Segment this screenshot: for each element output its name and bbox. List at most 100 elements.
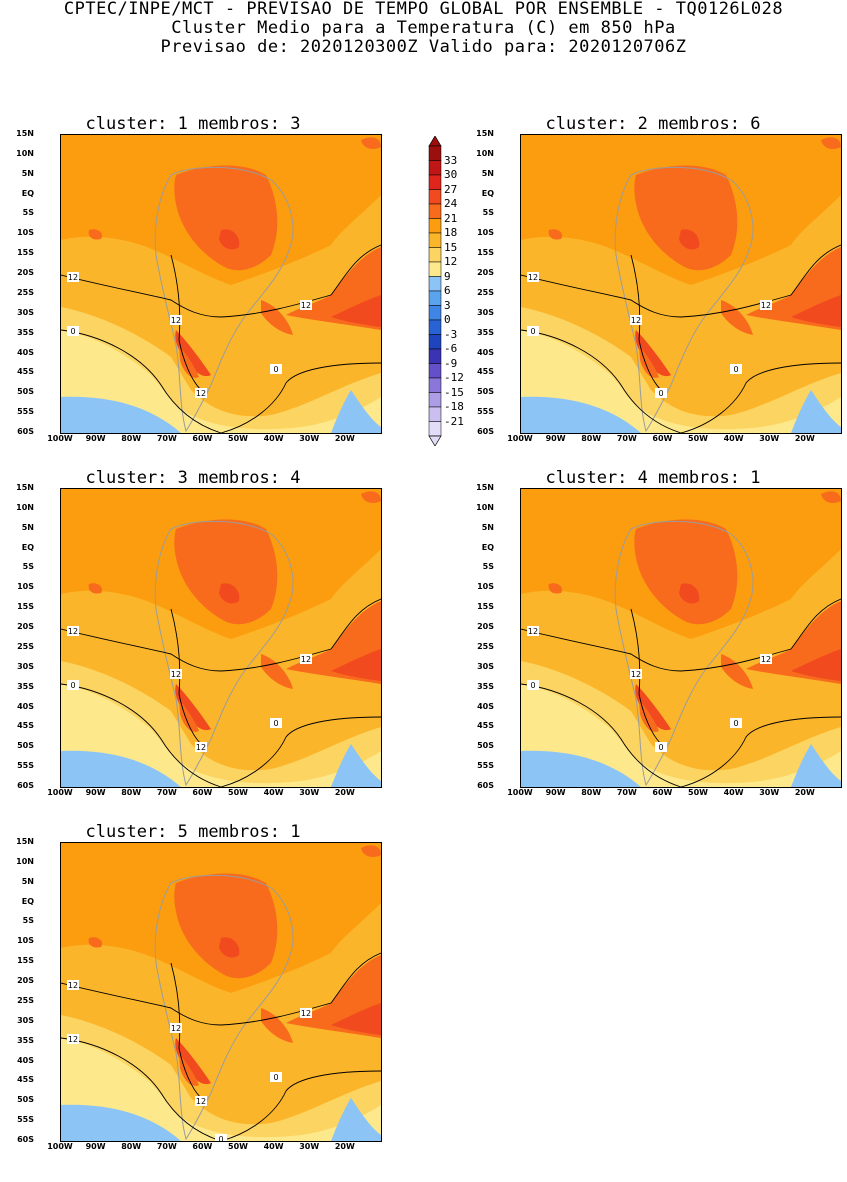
map-panel-cluster-1: cluster: 1 membros: 3 12 12 12 12 0 0 15N 10N 5…: [0, 114, 400, 474]
latitude-tick-label: 45S: [17, 367, 34, 377]
isotherm-line: [630, 254, 662, 391]
temperature-band: [331, 1098, 381, 1141]
contour-label: 0: [527, 326, 539, 336]
latitude-tick-label: 15S: [477, 248, 494, 258]
latitude-tick-label: 20S: [17, 976, 34, 986]
colorbar-legend: 33 30 27 24 21 18 15 12 9 6 3 0 -3 -6 -9 -12 -15 -18 -21: [428, 135, 488, 447]
latitude-tick-label: 15N: [16, 837, 34, 846]
temperature-band: [179, 699, 199, 732]
contour-label-text: 12: [631, 316, 641, 325]
panel-title: cluster: 4 membros: 1: [545, 468, 761, 488]
longitude-tick-label: 70W: [156, 1142, 177, 1151]
contour-label-text: 0: [273, 719, 278, 728]
contour-label: 12: [170, 669, 182, 679]
contour-label: 12: [300, 654, 312, 664]
contour-label: 0: [67, 680, 79, 690]
latitude-tick-label: 15S: [17, 602, 34, 612]
latitude-tick-label: 5N: [21, 876, 34, 886]
isotherm-line: [220, 362, 381, 433]
latitude-tick-label: 45S: [477, 721, 494, 731]
contour-label: 12: [67, 1034, 79, 1044]
longitude-tick-label: 100W: [47, 1142, 73, 1151]
latitude-tick-label: 25S: [477, 287, 494, 297]
colorbar-swatch: [428, 247, 442, 263]
contour-label: 12: [67, 980, 79, 990]
contour-label: 0: [270, 718, 282, 728]
latitude-tick-label: 15S: [17, 248, 34, 258]
colorbar-level-label: 24: [444, 197, 458, 210]
temperature-band: [219, 937, 240, 958]
colorbar-swatch: [428, 276, 442, 292]
panel-title: cluster: 5 membros: 1: [85, 822, 301, 842]
colorbar-swatch: [428, 261, 442, 277]
longitude-tick-label: 60W: [192, 1142, 213, 1151]
contour-label: 12: [527, 626, 539, 636]
contour-label-text: 0: [530, 681, 535, 690]
latitude-tick-label: 50S: [17, 387, 34, 397]
latitude-tick-label: 30S: [17, 661, 34, 671]
latitude-tick-label: 55S: [477, 761, 494, 771]
contour-label: 0: [730, 364, 742, 374]
contour-label: 12: [760, 654, 772, 664]
temperature-field: 12 12 12 0 0 0: [521, 489, 841, 787]
temperature-band: [635, 330, 671, 377]
latitude-tick-label: 50S: [477, 741, 494, 751]
colorbar-swatch: [428, 334, 442, 350]
header-line-3: Previsao de: 2020120300Z Valido para: 20…: [160, 37, 687, 57]
longitude-tick-label: 50W: [228, 788, 248, 797]
longitude-tick-label: 30W: [299, 1142, 320, 1151]
contour-label: 12: [67, 272, 79, 282]
temperature-band: [635, 684, 671, 731]
latitude-tick-label: 5N: [21, 522, 34, 532]
temperature-map: 12 12 12 12 0 0: [60, 488, 382, 788]
contour-label: 12: [170, 315, 182, 325]
longitude-tick-label: 20W: [334, 434, 355, 443]
temperature-band: [791, 649, 841, 681]
map-panel-cluster-5: cluster: 5 membros: 1 12 12 12 12 12 0 0 15N 10…: [0, 822, 400, 1182]
longitude-tick-label: 50W: [228, 434, 248, 443]
longitude-tick-label: 80W: [121, 434, 142, 443]
contour-label-text: 12: [196, 1097, 206, 1106]
contour-label-text: 12: [761, 301, 771, 310]
longitude-tick-label: 30W: [299, 788, 320, 797]
colorbar-level-label: -21: [444, 414, 464, 428]
contour-label-text: 12: [68, 1035, 78, 1044]
latitude-tick-label: 55S: [17, 761, 34, 771]
colorbar-swatch: [428, 218, 442, 234]
continent-outline: [614, 166, 754, 433]
panel-title: cluster: 2 membros: 6: [545, 114, 761, 134]
contour-label-text: 12: [171, 670, 181, 679]
temperature-band: [174, 519, 278, 625]
longitude-tick-label: 90W: [85, 434, 106, 443]
temperature-band: [88, 229, 103, 240]
colorbar-level-label: -9: [444, 356, 458, 370]
longitude-tick-label: 50W: [228, 1142, 248, 1151]
longitude-tick-label: 70W: [156, 434, 177, 443]
continent-outline: [154, 874, 294, 1141]
latitude-tick-label: 35S: [17, 1035, 34, 1045]
contour-label-text: 12: [68, 627, 78, 636]
colorbar-level-label: 15: [444, 240, 458, 254]
temperature-band: [61, 1104, 181, 1141]
contour-label-text: 12: [761, 655, 771, 664]
longitude-tick-label: 90W: [85, 788, 106, 797]
colorbar-level-label: -18: [444, 400, 464, 413]
colorbar-level-label: 0: [444, 313, 451, 326]
colorbar-swatch: [428, 189, 442, 205]
colorbar-swatch: [428, 406, 442, 422]
temperature-band: [174, 873, 278, 979]
contour-label-text: 0: [218, 1135, 223, 1141]
temperature-map: 12 12 12 0 0 0: [520, 488, 842, 788]
colorbar-swatch: [428, 305, 442, 321]
colorbar-level-label: -12: [444, 371, 464, 384]
latitude-tick-label: 40S: [17, 1055, 34, 1065]
isotherm-line: [680, 716, 841, 787]
latitude-tick-label: 15N: [16, 129, 34, 138]
temperature-band: [521, 750, 641, 787]
continent-outline: [154, 520, 294, 787]
colorbar-swatch: [428, 174, 442, 190]
latitude-tick-label: 60S: [17, 1135, 34, 1144]
longitude-tick-label: 100W: [507, 788, 533, 797]
temperature-band: [175, 684, 211, 731]
latitude-tick-label: 60S: [17, 781, 34, 790]
